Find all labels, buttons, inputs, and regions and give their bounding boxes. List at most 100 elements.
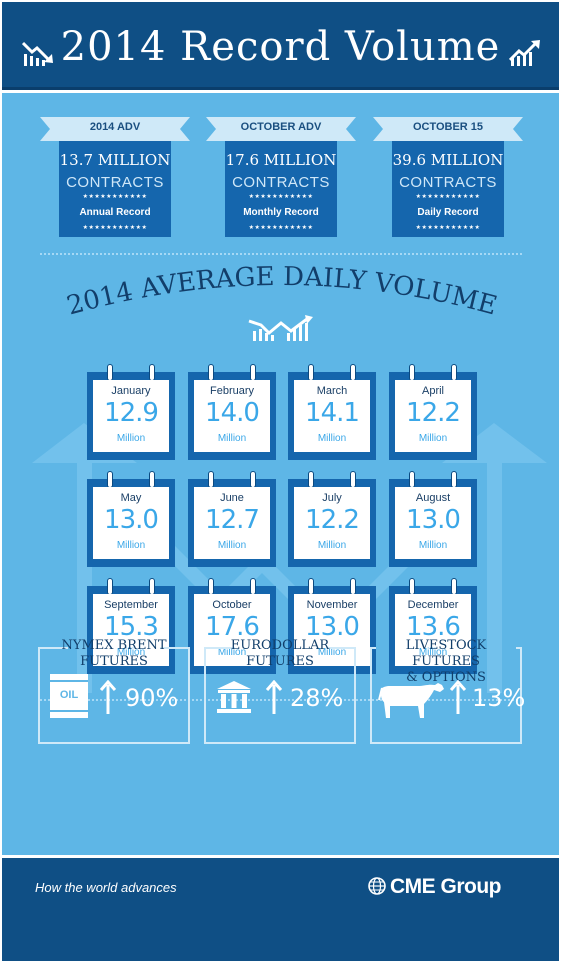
section-title-graphic: 2014 AVERAGE DAILY VOLUME [64,265,500,321]
stat-value: 39.6 MILLION [392,151,504,169]
month-unit: Million [116,433,146,444]
month-value: 14.0 [205,398,260,428]
month-value: 17.6 [205,612,260,642]
stat-daily: OCTOBER 15 39.6 MILLION CONTRACTS ★★★★★★… [373,111,523,237]
dotted-divider [40,253,522,255]
growth-percent: 90% [125,684,179,712]
month-value: 12.2 [305,505,360,535]
stars-divider: ★★★★★★★★★★★ [248,225,314,231]
cow-icon [378,683,444,718]
calendar-july: July 12.2 Million [288,471,376,567]
stat-label: 2014 ADV [89,121,141,133]
stat-record: Annual Record [79,207,151,218]
month-value: 14.1 [305,398,360,428]
growth-eurodollar: EURODOLLAR FUTURES 28% [204,638,356,744]
month-label: October [212,599,252,611]
calendar-february: February 14.0 Million [188,364,276,460]
month-label: September [104,599,158,611]
ribbon-banner [373,117,523,141]
stat-unit: CONTRACTS [399,174,497,191]
main-panel: 2014 ADV 13.7 MILLION CONTRACTS ★★★★★★★★… [2,93,559,855]
month-label: March [316,385,348,397]
chart-trend-icon [248,315,313,341]
month-label: February [209,385,255,397]
month-unit: Million [317,433,347,444]
calendar-march: March 14.1 Million [288,364,376,460]
calendar-may: May 13.0 Million [87,471,175,567]
arrow-up-icon [266,680,282,714]
stars-divider: ★★★★★★★★★★★ [415,225,481,231]
month-unit: Million [317,540,347,551]
month-unit: Million [418,647,448,658]
ribbon-banner [40,117,190,141]
stat-label: OCTOBER ADV [240,121,322,133]
calendar-april: April 12.2 Million [389,364,477,460]
month-value: 13.0 [406,505,461,535]
stat-monthly: OCTOBER ADV 17.6 MILLION CONTRACTS ★★★★★… [206,111,356,237]
growth-percent: 28% [290,684,344,712]
ribbon-banner [206,117,356,141]
calendar-september: September 15.3 Million [87,578,175,674]
chart-up-icon [509,40,540,66]
stat-box: 39.6 MILLION CONTRACTS ★★★★★★★★★★★ Daily… [392,141,504,237]
stat-unit: CONTRACTS [232,174,330,191]
brand-logo: CME Group [390,875,502,898]
growth-label: EURODOLLAR FUTURES [230,638,330,669]
section-title: 2014 AVERAGE DAILY VOLUME [64,265,500,321]
month-unit: Million [317,647,347,658]
stat-record: Daily Record [417,207,479,218]
dotted-divider [40,699,522,701]
month-unit: Million [418,433,448,444]
calendar-august: August 13.0 Million [389,471,477,567]
month-label: April [421,385,444,397]
growth-label: LIVESTOCK FUTURES & OPTIONS [405,638,487,685]
stat-record: Monthly Record [243,207,319,218]
stars-divider: ★★★★★★★★★★★ [248,194,314,200]
stat-label: OCTOBER 15 [412,121,484,133]
month-unit: Million [116,647,146,658]
month-unit: Million [217,647,247,658]
stat-unit: CONTRACTS [66,174,164,191]
calendar-october: October 17.6 Million [188,578,276,674]
growth-brent: NYMEX BRENT FUTURES OIL 90% [38,638,190,744]
oil-label: OIL [59,689,79,701]
growth-label: NYMEX BRENT FUTURES [61,638,167,669]
month-value: 12.2 [406,398,461,428]
calendar-december: December 13.6 Million [389,578,477,674]
month-unit: Million [217,540,247,551]
month-value: 13.0 [305,612,360,642]
stat-annual: 2014 ADV 13.7 MILLION CONTRACTS ★★★★★★★★… [40,111,190,237]
month-label: December [407,599,459,611]
month-label: June [220,492,244,504]
arrow-up-icon [100,680,116,714]
month-label: November [306,599,358,611]
month-value: 12.9 [104,398,159,428]
month-unit: Million [217,433,247,444]
chart-down-icon [22,41,53,66]
stars-divider: ★★★★★★★★★★★ [82,194,148,200]
stat-box: 17.6 MILLION CONTRACTS ★★★★★★★★★★★ Month… [225,141,337,237]
month-label: January [111,385,151,397]
oil-barrel-icon: OIL [50,674,88,718]
month-unit: Million [418,540,448,551]
month-value: 13.6 [406,612,461,642]
footer-banner: How the world advances CME Group [2,858,559,961]
calendar-january: January 12.9 Million [87,364,175,460]
stars-divider: ★★★★★★★★★★★ [82,225,148,231]
month-label: August [415,492,451,504]
bank-icon [217,681,251,713]
stat-value: 17.6 MILLION [225,151,337,169]
svg-text:2014 AVERAGE DAILY VOLUME: 2014 AVERAGE DAILY VOLUME [64,265,500,321]
growth-livestock: LIVESTOCK FUTURES & OPTIONS 13% [370,638,526,744]
month-label: July [322,492,342,504]
month-value: 13.0 [104,505,159,535]
month-label: May [120,492,142,504]
growth-percent: 13% [472,684,526,712]
page-title: 2014 Record Volume [60,24,501,70]
month-value: 15.3 [104,612,159,642]
calendar-june: June 12.7 Million [188,471,276,567]
header-banner: 2014 Record Volume [2,2,559,90]
month-unit: Million [116,540,146,551]
stat-value: 13.7 MILLION [59,151,171,169]
